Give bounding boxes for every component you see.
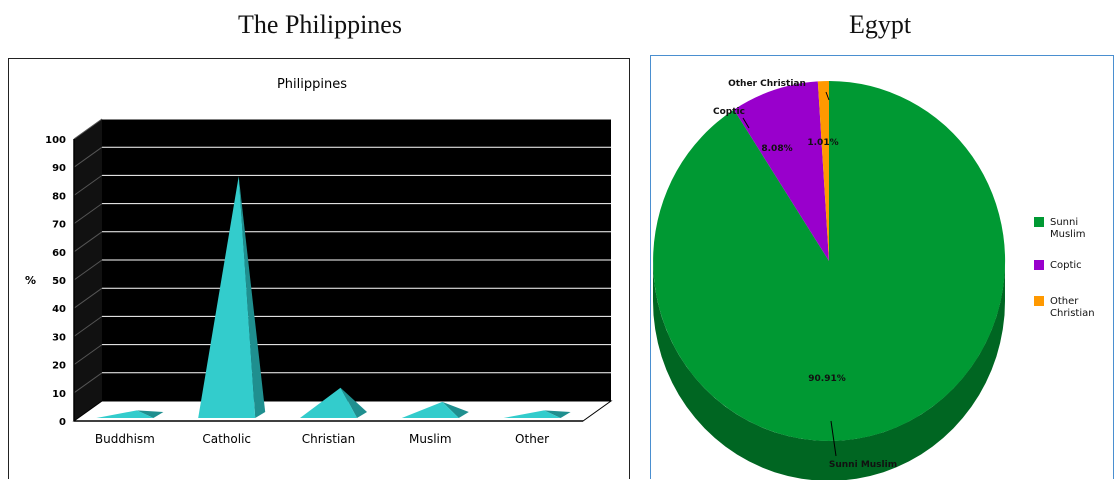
legend-swatch <box>1034 296 1044 306</box>
gridline-side <box>73 174 103 196</box>
y-tick-label: 80 <box>52 191 66 202</box>
y-tick-label: 20 <box>52 361 66 372</box>
philippines-bar-chart: Philippines % 0 10 20 30 40 50 60 70 80 90 100 Budd… <box>25 77 613 446</box>
legend-label: Sunni Muslim <box>1050 217 1085 240</box>
bar <box>503 410 561 418</box>
gridline-side <box>73 315 103 337</box>
legend-swatch <box>1034 260 1044 270</box>
gridline-side <box>73 203 103 225</box>
y-tick-label: 60 <box>52 248 66 259</box>
y-tick-label: 0 <box>59 417 66 428</box>
leader-line <box>742 117 750 129</box>
gridline-side <box>73 146 103 168</box>
x-tick-label: Muslim <box>409 432 452 446</box>
pie-slice <box>733 81 829 262</box>
legend-label: Coptic <box>1050 260 1082 271</box>
pie-slice-side <box>653 261 1005 481</box>
gridline-side <box>73 344 103 366</box>
gridline-side <box>73 231 103 253</box>
bar-side <box>238 176 266 418</box>
pie-slice <box>653 80 1006 442</box>
legend-label-line: Sunni <box>1050 217 1078 228</box>
bar-side <box>340 387 368 418</box>
bar <box>401 401 459 418</box>
chart-title: Philippines <box>277 77 347 92</box>
egypt-chart-panel: 90.91% 8.08% 1.01% Sunni Muslim Coptic Other … <box>650 55 1114 481</box>
x-tick-label: Christian <box>302 432 356 446</box>
legend-label-line: Muslim <box>1050 229 1085 240</box>
bar-side <box>442 401 469 418</box>
y-axis-label: % <box>25 274 36 287</box>
pie-value-label: 1.01% <box>807 138 838 148</box>
y-tick-label: 50 <box>52 276 66 287</box>
pie-callout-label: Coptic <box>713 107 745 117</box>
y-tick-label: 40 <box>52 304 66 315</box>
legend-swatch <box>1034 217 1044 227</box>
legend-label-line: Christian <box>1050 308 1095 319</box>
x-tick-label: Buddhism <box>95 432 155 446</box>
bar <box>198 176 256 418</box>
y-tick-label: 70 <box>52 220 66 231</box>
y-tick-label: 30 <box>52 332 66 343</box>
y-tick-label: 90 <box>52 163 66 174</box>
gridline-side <box>73 259 103 281</box>
pie-callout-label: Other Christian <box>728 79 806 89</box>
bar-side <box>544 410 571 418</box>
x-tick-label: Catholic <box>202 432 251 446</box>
y-tick-label: 100 <box>45 135 66 146</box>
gridline-side <box>73 118 103 140</box>
left-heading: The Philippines <box>238 10 402 39</box>
egypt-pie-chart: 90.91% 8.08% 1.01% Sunni Muslim Coptic Other … <box>653 79 1095 481</box>
bar <box>96 410 154 418</box>
leader-line <box>825 91 830 101</box>
gridline-side <box>73 372 103 394</box>
pie-value-label: 90.91% <box>808 374 846 384</box>
legend-label-line: Coptic <box>1050 260 1082 271</box>
x-tick-label: Other <box>515 432 549 446</box>
gridline-side <box>73 287 103 309</box>
legend-label: Other Christian <box>1050 296 1095 319</box>
y-tick-label: 10 <box>52 389 66 400</box>
pie-callout-label: Sunni Muslim <box>829 460 897 470</box>
bar <box>299 387 358 418</box>
pie-slice <box>817 81 829 261</box>
legend-label-line: Other <box>1050 296 1079 307</box>
philippines-chart-panel: Philippines % 0 10 20 30 40 50 60 70 80 90 100 Budd… <box>8 58 630 479</box>
bar-side <box>136 410 164 418</box>
leader-line <box>830 420 837 457</box>
pie-value-label: 8.08% <box>761 144 792 154</box>
right-heading: Egypt <box>848 10 912 39</box>
